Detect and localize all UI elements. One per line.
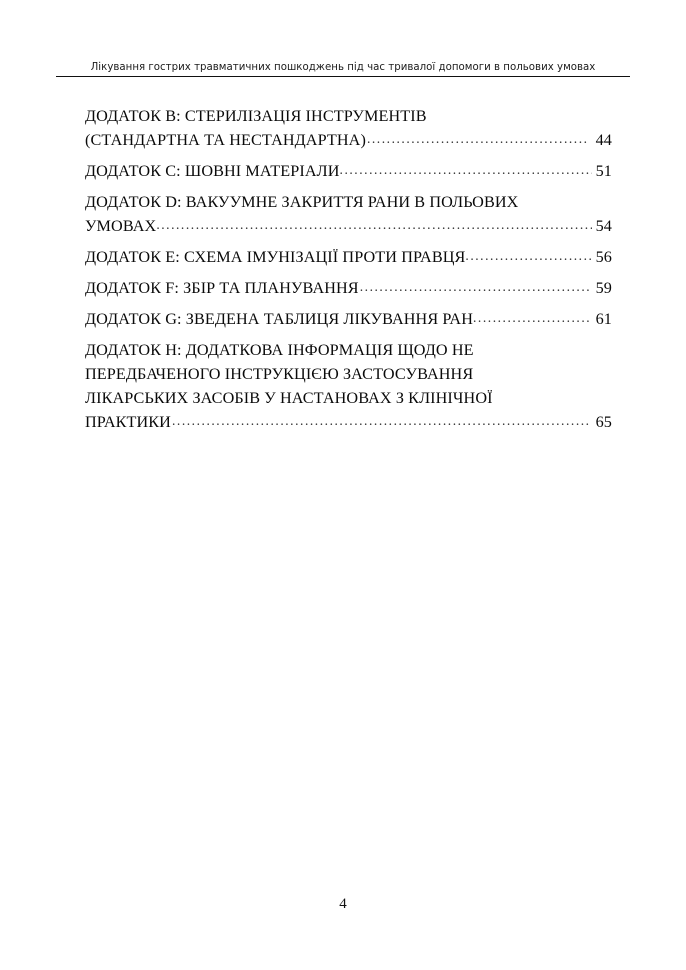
toc-page-number[interactable]: 51 xyxy=(595,162,612,180)
toc-page-number[interactable]: 59 xyxy=(595,279,612,297)
page-footer: 4 xyxy=(0,896,686,913)
table-of-contents: ДОДАТОК B: СТЕРИЛІЗАЦІЯ ІНСТРУМЕНТІВ (СТА… xyxy=(85,104,612,434)
toc-page-number[interactable]: 44 xyxy=(595,131,612,149)
toc-entry-title: ПЕРЕДБАЧЕНОГО ІНСТРУКЦІЄЮ ЗАСТОСУВАННЯ xyxy=(85,365,474,383)
running-header: Лікування гострих травматичних пошкоджен… xyxy=(56,62,630,78)
toc-page-number[interactable]: 56 xyxy=(595,248,612,266)
toc-entry-title: ЛІКАРСЬКИХ ЗАСОБІВ У НАСТАНОВАХ З КЛІНІЧ… xyxy=(85,389,493,407)
toc-entry-line: (СТАНДАРТНА ТА НЕСТАНДАРТНА) 44 xyxy=(85,128,612,152)
toc-entry-title: ДОДАТОК B: СТЕРИЛІЗАЦІЯ ІНСТРУМЕНТІВ xyxy=(85,107,427,125)
toc-page-number[interactable]: 61 xyxy=(595,310,612,328)
toc-entry-title: УМОВАХ xyxy=(85,217,157,235)
toc-entry-title: ДОДАТОК G: ЗВЕДЕНА ТАБЛИЦЯ ЛІКУВАННЯ РАН xyxy=(85,310,473,328)
toc-entry-title: (СТАНДАРТНА ТА НЕСТАНДАРТНА) xyxy=(85,131,366,149)
toc-entry-line: ДОДАТОК C: ШОВНІ МАТЕРІАЛИ 51 xyxy=(85,159,612,183)
toc-entry-title: ДОДАТОК E: СХЕМА ІМУНІЗАЦІЇ ПРОТИ ПРАВЦЯ xyxy=(85,248,466,266)
toc-entry-line: ДОДАТОК H: ДОДАТКОВА ІНФОРМАЦІЯ ЩОДО НЕ xyxy=(85,338,612,362)
folio-page-number: 4 xyxy=(339,896,347,912)
dot-leader xyxy=(473,308,592,324)
toc-entry[interactable]: ДОДАТОК B: СТЕРИЛІЗАЦІЯ ІНСТРУМЕНТІВ (СТА… xyxy=(85,104,612,152)
toc-entry-line: ДОДАТОК E: СХЕМА ІМУНІЗАЦІЇ ПРОТИ ПРАВЦЯ… xyxy=(85,245,612,269)
toc-entry-title: ДОДАТОК C: ШОВНІ МАТЕРІАЛИ xyxy=(85,162,340,180)
dot-leader xyxy=(360,277,589,293)
toc-entry-line: ДОДАТОК D: ВАКУУМНЕ ЗАКРИТТЯ РАНИ В ПОЛЬ… xyxy=(85,190,612,214)
toc-entry-title: ПРАКТИКИ xyxy=(85,413,171,431)
toc-entry-line: ПРАКТИКИ 65 xyxy=(85,410,612,434)
dot-leader xyxy=(465,246,591,262)
toc-entry-line: ПЕРЕДБАЧЕНОГО ІНСТРУКЦІЄЮ ЗАСТОСУВАННЯ xyxy=(85,362,612,386)
toc-entry[interactable]: ДОДАТОК C: ШОВНІ МАТЕРІАЛИ 51 xyxy=(85,159,612,183)
dot-leader xyxy=(340,160,592,176)
toc-entry-line: УМОВАХ 54 xyxy=(85,214,612,238)
toc-entry-title: ДОДАТОК H: ДОДАТКОВА ІНФОРМАЦІЯ ЩОДО НЕ xyxy=(85,341,474,359)
toc-page-number[interactable]: 54 xyxy=(595,217,612,235)
toc-entry-title: ДОДАТОК F: ЗБІР ТА ПЛАНУВАННЯ xyxy=(85,279,359,297)
toc-entry[interactable]: ДОДАТОК G: ЗВЕДЕНА ТАБЛИЦЯ ЛІКУВАННЯ РАН… xyxy=(85,307,612,331)
dot-leader xyxy=(156,215,591,231)
toc-entry-line: ДОДАТОК B: СТЕРИЛІЗАЦІЯ ІНСТРУМЕНТІВ xyxy=(85,104,612,128)
toc-entry[interactable]: ДОДАТОК F: ЗБІР ТА ПЛАНУВАННЯ 59 xyxy=(85,276,612,300)
dot-leader xyxy=(367,129,589,145)
toc-entry[interactable]: ДОДАТОК E: СХЕМА ІМУНІЗАЦІЇ ПРОТИ ПРАВЦЯ… xyxy=(85,245,612,269)
toc-page-number[interactable]: 65 xyxy=(595,413,612,431)
toc-entry[interactable]: ДОДАТОК D: ВАКУУМНЕ ЗАКРИТТЯ РАНИ В ПОЛЬ… xyxy=(85,190,612,238)
toc-entry-line: ЛІКАРСЬКИХ ЗАСОБІВ У НАСТАНОВАХ З КЛІНІЧ… xyxy=(85,386,612,410)
running-header-title: Лікування гострих травматичних пошкоджен… xyxy=(90,62,596,73)
toc-entry-line: ДОДАТОК F: ЗБІР ТА ПЛАНУВАННЯ 59 xyxy=(85,276,612,300)
toc-entry[interactable]: ДОДАТОК H: ДОДАТКОВА ІНФОРМАЦІЯ ЩОДО НЕ П… xyxy=(85,338,612,434)
toc-entry-line: ДОДАТОК G: ЗВЕДЕНА ТАБЛИЦЯ ЛІКУВАННЯ РАН… xyxy=(85,307,612,331)
toc-entry-title: ДОДАТОК D: ВАКУУМНЕ ЗАКРИТТЯ РАНИ В ПОЛЬ… xyxy=(85,193,519,211)
dot-leader xyxy=(172,411,589,427)
